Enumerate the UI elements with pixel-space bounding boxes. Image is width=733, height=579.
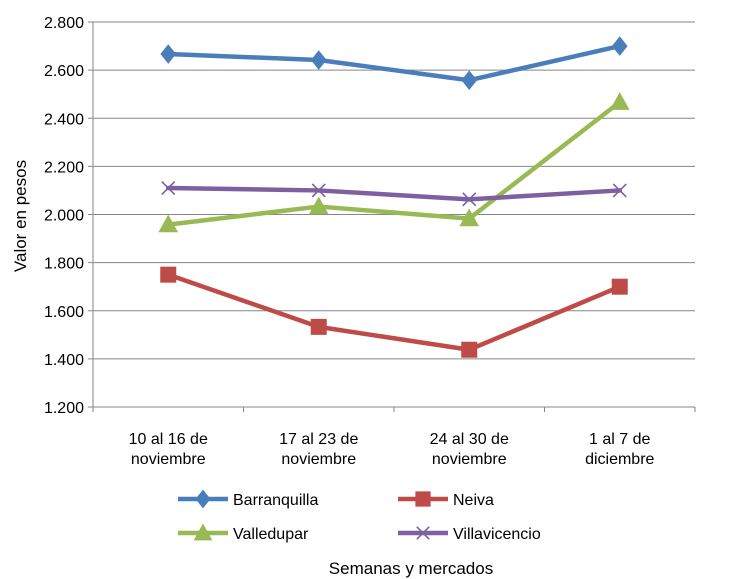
series-line [166, 272, 622, 352]
y-tick-label: 1.800 [44, 256, 84, 273]
y-tick-label: 2.600 [44, 63, 84, 80]
x-tick-label: 24 al 30 de noviembre [430, 431, 509, 468]
x-marker [416, 526, 430, 540]
legend-item: Valledupar [178, 523, 309, 543]
y-tick-label: 2.800 [44, 15, 84, 32]
y-tick-label: 1.400 [44, 352, 84, 369]
y-tick-label: 2.200 [44, 159, 84, 176]
series-line [166, 99, 622, 227]
x-tick-label-line: 17 al 23 de [279, 431, 358, 448]
x-tick-label-line: noviembre [281, 451, 356, 468]
y-tick-label: 2.400 [44, 111, 84, 128]
data-point [160, 44, 177, 64]
x-tick-label-line: noviembre [131, 451, 206, 468]
y-tick-label: 1.600 [44, 304, 84, 321]
y-axis-title: Valor en pesos [11, 160, 30, 272]
y-tick-label: 2.000 [44, 208, 84, 225]
x-tick-label-line: noviembre [432, 451, 507, 468]
triangle-marker [193, 523, 213, 541]
legend-label: Neiva [453, 492, 494, 509]
series-barranquilla [160, 36, 628, 91]
x-tick-label-line: 1 al 7 de [589, 431, 650, 448]
data-point [311, 183, 326, 198]
series-villavicencio [161, 180, 627, 207]
data-point [461, 70, 478, 91]
data-point [609, 92, 630, 110]
data-point [308, 196, 329, 215]
x-tick-label-line: 24 al 30 de [430, 431, 509, 448]
data-point [612, 183, 627, 198]
square-marker [415, 491, 431, 507]
axes [92, 22, 696, 412]
legend-label: Villavicencio [453, 526, 541, 543]
diamond-marker [195, 489, 211, 509]
data-point [310, 50, 327, 70]
y-tick-labels: 1.200 1.400 1.600 1.800 2.000 2.200 2.400 2.600… [44, 15, 84, 417]
data-point [459, 208, 480, 227]
series-line [166, 43, 622, 83]
legend-item: Neiva [398, 491, 494, 509]
x-tick-label: 10 al 16 de noviembre [129, 431, 208, 468]
y-tick-label: 1.200 [44, 400, 84, 417]
data-point [462, 192, 477, 207]
data-point [160, 266, 177, 283]
x-tick-label: 1 al 7 de diciembre [585, 431, 654, 468]
data-point [461, 341, 478, 358]
legend-label: Valledupar [233, 526, 309, 543]
x-tick-label: 17 al 23 de noviembre [279, 431, 358, 468]
series-valledupar [158, 92, 630, 233]
series-neiva [160, 266, 628, 358]
data-point [611, 36, 628, 56]
x-axis-title: Semanas y mercados [329, 559, 493, 578]
x-tick-labels: 10 al 16 de noviembre 17 al 23 de noviembre… [129, 431, 655, 468]
series-layer [158, 36, 630, 358]
legend: Barranquilla Neiva Valledupar Villavicencio [178, 489, 541, 543]
legend-label: Barranquilla [233, 492, 318, 509]
legend-item: Villavicencio [398, 526, 541, 543]
data-point [310, 318, 327, 335]
legend-item: Barranquilla [178, 489, 318, 509]
data-point [611, 278, 628, 295]
x-tick-label-line: 10 al 16 de [129, 431, 208, 448]
data-point [158, 214, 179, 233]
data-point [161, 180, 176, 196]
x-tick-label-line: diciembre [585, 451, 654, 468]
series-line [166, 185, 622, 202]
